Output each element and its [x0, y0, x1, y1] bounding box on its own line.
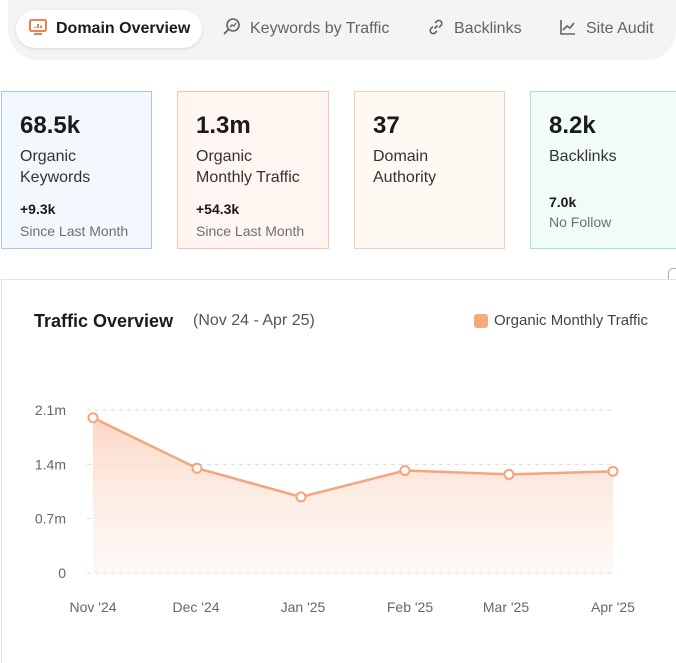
card-label: Organic Monthly Traffic	[196, 148, 300, 186]
keyword-search-icon	[222, 17, 242, 42]
monitor-icon	[28, 17, 48, 42]
card-value: 37	[373, 112, 400, 139]
card-organic-traffic: 1.3m Organic Monthly Traffic +54.3k Sinc…	[177, 91, 329, 249]
x-tick-label: Mar '25	[483, 599, 529, 615]
traffic-area-chart: 0 0.7m 1.4m 2.1m Nov '24 Dec '24 Jan '25 Feb '…	[35, 402, 635, 615]
card-organic-keywords: 68.5k Organic Keywords +9.3k Since Last …	[1, 91, 152, 249]
data-point[interactable]	[295, 491, 307, 503]
tab-label: Site Audit	[586, 20, 654, 37]
panel-date-range: (Nov 24 - Apr 25)	[193, 312, 315, 329]
y-tick-label: 1.4m	[35, 456, 66, 472]
x-tick-label: Feb '25	[387, 599, 433, 615]
card-sub: No Follow	[549, 214, 612, 230]
y-tick-label: 2.1m	[35, 402, 66, 418]
chart-legend[interactable]: Organic Monthly Traffic	[474, 312, 648, 329]
card-sub: Since Last Month	[196, 223, 305, 239]
x-tick-label: Nov '24	[69, 599, 116, 615]
data-point[interactable]	[191, 462, 203, 474]
card-delta: +54.3k	[196, 201, 240, 217]
data-point[interactable]	[503, 468, 515, 480]
tab-label: Backlinks	[454, 20, 522, 37]
series-area	[93, 417, 613, 573]
card-label: Backlinks	[549, 148, 617, 165]
y-tick-label: 0	[58, 565, 66, 581]
card-value: 68.5k	[20, 112, 81, 139]
line-chart-icon	[558, 17, 578, 42]
x-tick-label: Apr '25	[591, 599, 635, 615]
card-label: Domain Authority	[373, 148, 437, 186]
tab-domain-overview[interactable]: Domain Overview	[16, 10, 203, 48]
card-value: 1.3m	[196, 112, 251, 139]
card-sub: Since Last Month	[20, 223, 129, 239]
link-icon	[426, 17, 446, 42]
data-point[interactable]	[87, 412, 99, 424]
tab-label: Domain Overview	[56, 20, 191, 37]
card-label: Organic Keywords	[20, 148, 91, 186]
card-delta: 7.0k	[549, 194, 577, 210]
tab-keywords-by-traffic[interactable]: Keywords by Traffic	[210, 10, 401, 48]
panel-title: Traffic Overview	[34, 311, 174, 331]
card-delta: +9.3k	[20, 201, 56, 217]
series-line	[92, 416, 614, 499]
tab-bar: Domain Overview Keywords by Traffic Back…	[8, 0, 676, 60]
card-domain-authority: 37 Domain Authority	[354, 91, 505, 249]
x-tick-label: Dec '24	[172, 599, 219, 615]
tab-label: Keywords by Traffic	[250, 20, 390, 37]
y-tick-label: 0.7m	[35, 511, 66, 527]
card-backlinks: 8.2k Backlinks 7.0k No Follow	[530, 91, 676, 249]
x-tick-label: Jan '25	[281, 599, 326, 615]
card-value: 8.2k	[549, 112, 596, 139]
data-point[interactable]	[607, 465, 619, 477]
tab-site-audit[interactable]: Site Audit	[546, 10, 666, 48]
legend-swatch	[474, 313, 488, 328]
data-point[interactable]	[399, 465, 411, 477]
tab-backlinks[interactable]: Backlinks	[414, 10, 534, 48]
legend-label: Organic Monthly Traffic	[494, 312, 648, 329]
